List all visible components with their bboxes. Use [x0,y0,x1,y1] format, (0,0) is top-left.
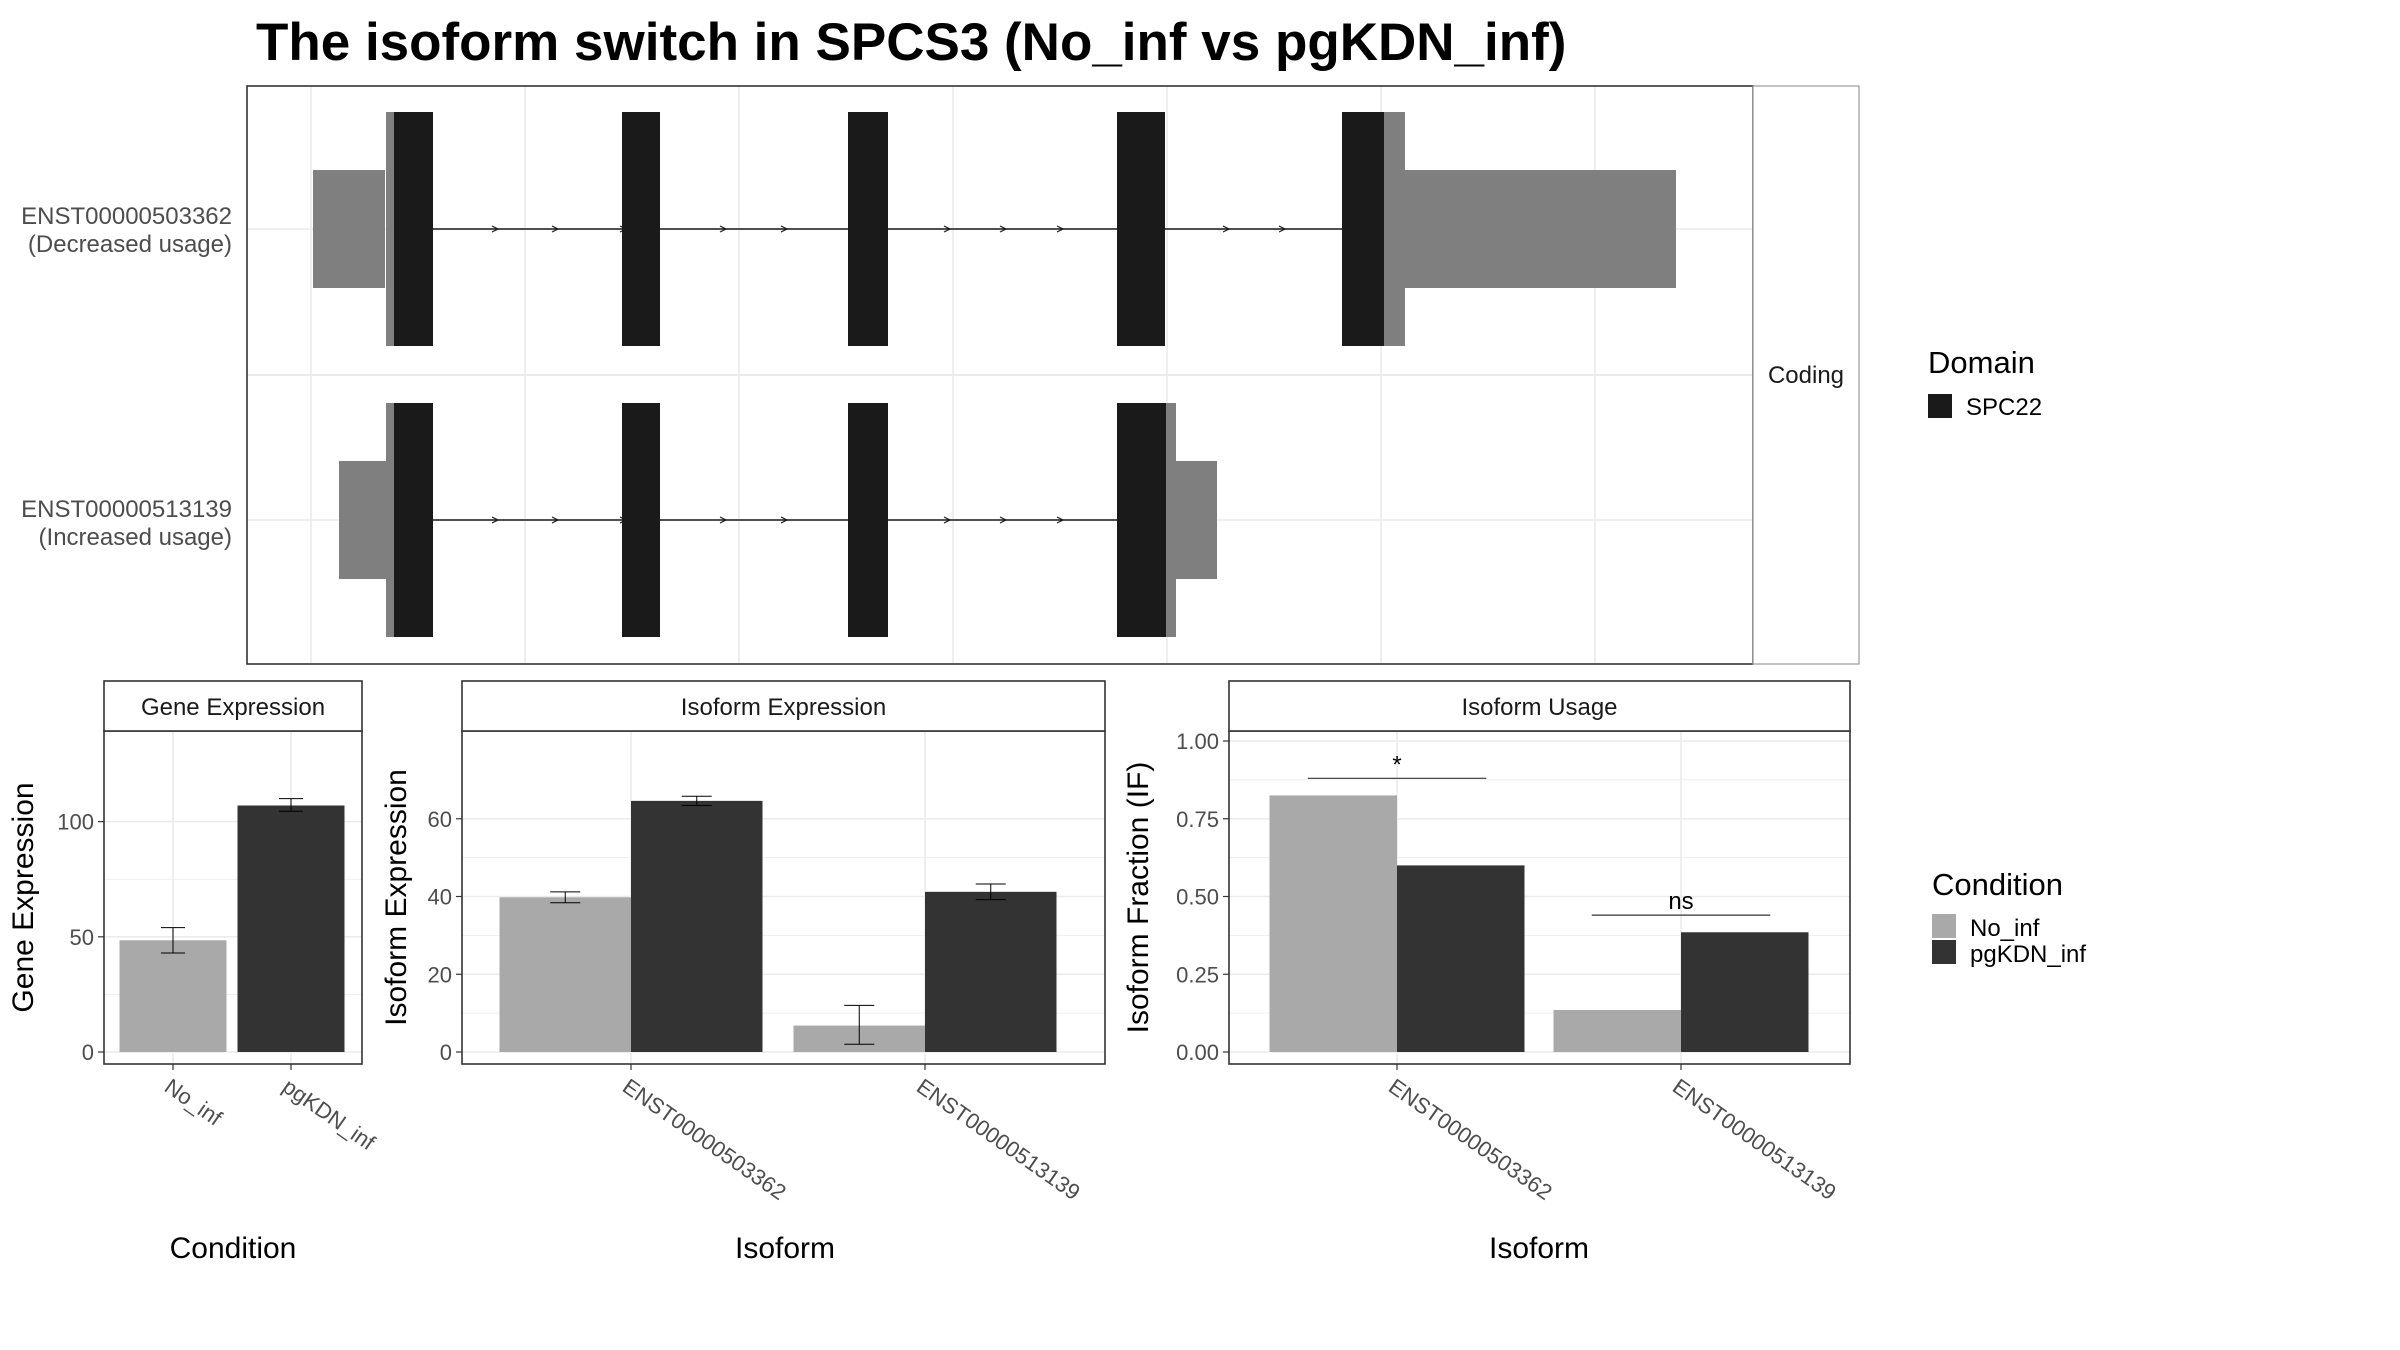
isoform-expression-bar-1-1 [925,891,1057,1052]
isoform-usage-y-tick-label-3: 0.75 [1176,807,1219,832]
isoform-expression-bar-0-0 [499,897,631,1052]
isoform-usage-bar-1-0 [1397,865,1525,1052]
isoform-expression-y-axis-title: Isoform Expression [380,769,413,1026]
isoform-expression-x-axis-title: Isoform [735,1232,835,1265]
figure-title: The isoform switch in SPCS3 (No_inf vs p… [256,13,1566,72]
isoform-usage-y-axis-title: Isoform Fraction (IF) [1122,762,1155,1034]
transcript-2-spc22-domain-exon-1 [622,403,660,637]
isoform-expression-x-tick-label-0: ENST00000503362 [618,1074,791,1205]
isoform-expression-panel: 0 20 40 60 Isoform Expression ENST00000503362… [380,680,1106,1265]
transcript-1-utr-1 [1385,170,1676,288]
transcript-1-direction-arrow-9 [1278,225,1287,233]
gene-expression-bar-1 [237,805,345,1052]
domain-legend-label-spc22: SPC22 [1966,394,2042,421]
domain-legend: Domain SPC22 [1928,345,2042,421]
transcript-1-spc22-domain-exon-2 [848,112,888,346]
isoform-usage-bar-0-0 [1269,795,1397,1052]
isoform-usage-panel: 0.00 0.25 0.50 0.75 1.00 * ns Isoform Usage ENST… [1122,680,1851,1265]
condition-legend-swatch-no-inf [1932,914,1956,938]
transcript-1-direction-arrow-5 [943,225,952,233]
transcript-1-direction-arrow-8 [1222,225,1231,233]
gene-expression-strip [103,680,363,732]
isoform-expression-bar-1-0 [631,800,763,1052]
isoform-usage-x-tick-label-0: ENST00000503362 [1384,1074,1557,1205]
condition-legend-label-pgkdn-inf: pgKDN_inf [1970,941,2086,968]
coding-strip-label: Coding [1768,362,1844,389]
coding-strip [1752,85,1860,665]
gene-expression-y-tick-label-2: 100 [57,810,94,835]
gene-expression-x-axis-title: Condition [170,1232,297,1265]
gene-expression-y-axis-title: Gene Expression [7,782,40,1012]
isoform-usage-strip-title: Isoform Usage [1461,694,1617,721]
transcript-2-direction-arrow-1 [551,516,560,524]
gene-expression-panel: 0 50 100 Gene Expression No_inf pgKDN_inf Cond… [7,680,380,1265]
gene-expression-x-tick-label-1: pgKDN_inf [278,1074,380,1156]
transcript-2-direction-arrow-4 [780,516,789,524]
isoform-usage-y-tick-label-0: 0.00 [1176,1040,1219,1065]
transcript-1-direction-arrow-1 [551,225,560,233]
transcript-2-direction-arrow-5 [943,516,952,524]
isoform-expression-x-tick-label-1: ENST00000513139 [912,1074,1085,1205]
isoform-expression-strip [461,680,1106,732]
transcript-2-usage: (Increased usage) [39,524,232,551]
transcript-1-direction-arrow-4 [780,225,789,233]
isoform-usage-significance-label-1: ns [1668,888,1693,915]
transcript-2-noncoding-edge-0 [386,403,396,637]
isoform-expression-strip-title: Isoform Expression [681,694,886,721]
gene-expression-bar-0 [119,940,227,1052]
condition-legend-title: Condition [1932,867,2063,902]
transcript-1-direction-arrow-0 [491,225,500,233]
isoform-usage-bar-1-1 [1681,932,1809,1052]
isoform-usage-strip [1228,680,1851,732]
transcript-2-utr-1 [1172,461,1217,579]
transcript-1-noncoding-edge-1 [1382,112,1405,346]
transcript-1-direction-arrow-6 [999,225,1008,233]
domain-legend-title: Domain [1928,345,2035,380]
isoform-usage-significance-label-0: * [1392,751,1401,778]
isoform-usage-y-tick-label-2: 0.50 [1176,885,1219,910]
transcript-2-direction-arrow-6 [999,516,1008,524]
transcript-1-usage: (Decreased usage) [28,231,232,258]
domain-legend-swatch-spc22 [1928,394,1952,418]
transcript-2-spc22-domain-exon-0 [394,403,433,637]
isoform-usage-x-axis-title: Isoform [1489,1232,1589,1265]
transcript-2-spc22-domain-exon-2 [848,403,888,637]
isoform-usage-bar-0-1 [1553,1010,1681,1052]
transcript-1-direction-arrow-7 [1056,225,1065,233]
condition-legend-swatch-pgkdn-inf [1932,940,1956,964]
transcript-2-direction-arrow-7 [1056,516,1065,524]
transcript-2-id: ENST00000513139 [21,496,232,523]
transcript-1-utr-0 [313,170,385,288]
transcript-1-spc22-domain-exon-4 [1342,112,1384,346]
gene-expression-y-tick-label-0: 0 [82,1040,94,1065]
transcript-1-id: ENST00000503362 [21,203,232,230]
transcript-2-direction-arrow-3 [719,516,728,524]
gene-expression-y-tick-label-1: 50 [70,925,94,950]
isoform-expression-y-tick-label-2: 40 [428,885,452,910]
gene-expression-strip-title: Gene Expression [141,694,325,721]
condition-legend: Condition No_inf pgKDN_inf [1932,867,2086,968]
condition-legend-label-no-inf: No_inf [1970,915,2040,942]
transcript-1-direction-arrow-3 [719,225,728,233]
transcript-1-spc22-domain-exon-1 [622,112,660,346]
isoform-expression-y-tick-label-3: 60 [428,807,452,832]
transcript-2-direction-arrow-0 [491,516,500,524]
transcript-structure-panel: Coding ENST00000503362 (Decreased usage)… [21,85,1860,665]
transcript-1-spc22-domain-exon-0 [394,112,433,346]
isoform-expression-y-tick-label-0: 0 [440,1040,452,1065]
isoform-usage-y-tick-label-1: 0.25 [1176,962,1219,987]
transcript-2-spc22-domain-exon-3 [1117,403,1166,637]
isoform-usage-y-tick-label-4: 1.00 [1176,729,1219,754]
transcript-2-utr-0 [339,461,386,579]
transcript-models [313,112,1676,637]
isoform-usage-x-tick-label-1: ENST00000513139 [1668,1074,1841,1205]
gene-expression-x-tick-label-0: No_inf [160,1074,227,1131]
transcript-1-spc22-domain-exon-3 [1117,112,1165,346]
transcript-1-noncoding-edge-0 [386,112,396,346]
isoform-expression-y-tick-label-1: 20 [428,962,452,987]
